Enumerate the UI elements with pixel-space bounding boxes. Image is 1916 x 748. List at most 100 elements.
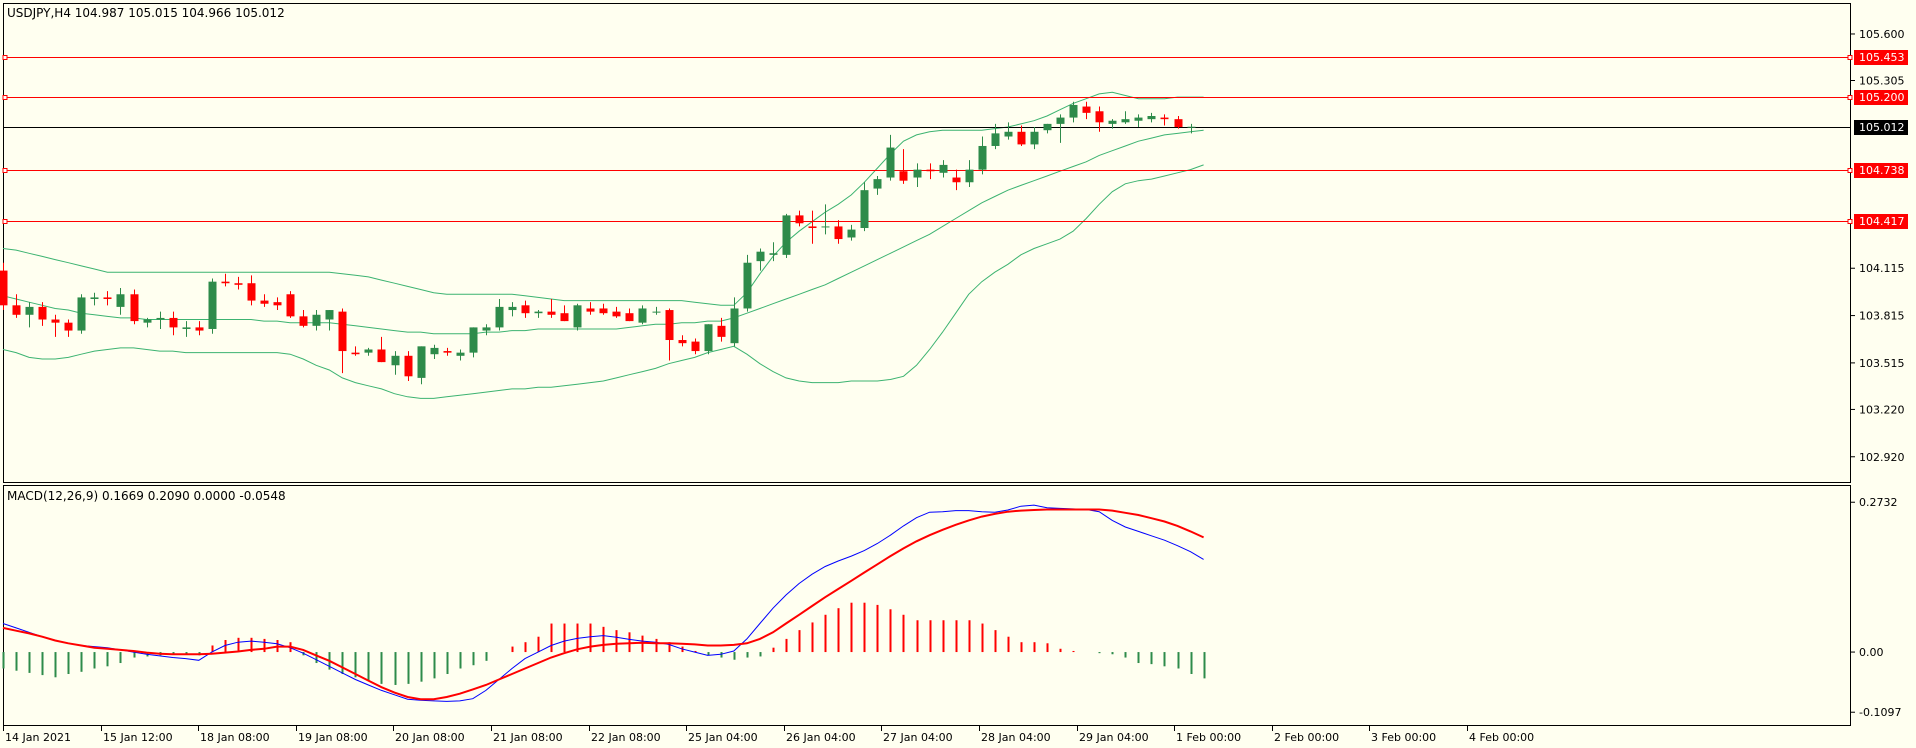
- bollinger-lower-line: [2, 164, 1204, 399]
- candle: [586, 302, 595, 315]
- candle-body: [77, 297, 86, 331]
- candle-body: [886, 147, 895, 178]
- candle-body: [51, 319, 60, 323]
- candle-body: [221, 281, 230, 284]
- candle: [1187, 123, 1196, 134]
- price-tick-label: 105.600: [1859, 28, 1905, 41]
- candle-body: [1187, 126, 1196, 128]
- candle: [221, 273, 230, 287]
- candle: [64, 319, 73, 337]
- candle: [443, 347, 452, 356]
- level-price-label: 104.417: [1859, 215, 1905, 228]
- candle: [156, 311, 165, 329]
- current-price-tag: [1854, 120, 1908, 135]
- macd-panel-frame: [3, 485, 1851, 726]
- candle-body: [860, 190, 869, 229]
- candle-body: [1017, 131, 1026, 145]
- candle: [1004, 122, 1013, 140]
- candle-body: [795, 215, 804, 224]
- candle: [782, 213, 791, 258]
- symbol-info-label: USDJPY,H4 104.987 105.015 104.966 105.01…: [7, 6, 285, 20]
- candle-body: [1069, 104, 1078, 118]
- candle: [730, 297, 739, 347]
- level-price-tag: [1854, 214, 1908, 229]
- candle-body: [1160, 117, 1169, 120]
- candle: [612, 306, 621, 318]
- candle-body: [547, 311, 556, 315]
- candle: [1017, 125, 1026, 146]
- candle: [1082, 101, 1091, 120]
- candle: [90, 292, 99, 306]
- candle-body: [834, 226, 843, 240]
- price-tick-label: 103.515: [1859, 357, 1905, 370]
- macd-axis: 0.2732 0.00 -0.1097: [1850, 496, 1901, 719]
- candle: [1056, 114, 1065, 143]
- time-tick-label: 2 Feb 00:00: [1274, 731, 1339, 744]
- candle: [338, 308, 347, 374]
- candle: [482, 324, 491, 336]
- candle-body: [247, 283, 256, 301]
- candle: [0, 262, 8, 311]
- candle-body: [286, 294, 295, 317]
- candle: [456, 349, 465, 361]
- candle-body: [495, 306, 504, 328]
- candle: [834, 220, 843, 244]
- candle-body: [208, 281, 217, 329]
- candle-body: [156, 317, 165, 320]
- candle: [364, 347, 373, 356]
- time-tick-label: 3 Feb 00:00: [1371, 731, 1436, 744]
- level-handle-left: [2, 55, 8, 60]
- candle: [952, 169, 961, 191]
- candle: [769, 242, 778, 262]
- candle-body: [143, 319, 152, 323]
- candle-body: [456, 352, 465, 356]
- candle-body: [1043, 123, 1052, 131]
- candle: [130, 289, 139, 325]
- candle: [391, 351, 400, 375]
- candle-body: [612, 311, 621, 317]
- price-axis: 105.600 105.305 104.115 103.815 103.515 103.2…: [1850, 28, 1908, 464]
- candle-body: [364, 349, 373, 353]
- candle-body: [873, 179, 882, 189]
- time-tick-label: 21 Jan 08:00: [493, 731, 563, 744]
- candle-body: [1134, 117, 1143, 121]
- candle: [417, 346, 426, 385]
- candle: [143, 317, 152, 328]
- candle-body: [1056, 117, 1065, 124]
- bollinger-middle-line: [2, 129, 1204, 335]
- current-price-label: 105.012: [1859, 121, 1905, 134]
- candle: [534, 310, 543, 318]
- level-price-label: 105.453: [1859, 51, 1905, 64]
- time-tick-label: 19 Jan 08:00: [298, 731, 368, 744]
- candle-body: [926, 169, 935, 172]
- candle: [312, 310, 321, 331]
- time-tick-label: 25 Jan 04:00: [688, 731, 758, 744]
- candle-body: [508, 306, 517, 311]
- price-tick-label: 104.115: [1859, 262, 1905, 275]
- candle-body: [312, 314, 321, 326]
- candle: [508, 302, 517, 317]
- candle-body: [847, 229, 856, 238]
- macd-info-label: MACD(12,26,9) 0.1669 0.2090 0.0000 -0.05…: [7, 489, 286, 503]
- level-handle-right: [1847, 55, 1853, 60]
- candle: [77, 294, 86, 334]
- candle: [704, 324, 713, 355]
- time-tick-label: 28 Jan 04:00: [981, 731, 1051, 744]
- price-tick-label: 105.305: [1859, 75, 1905, 88]
- candle-body: [417, 346, 426, 378]
- candle-body: [90, 297, 99, 300]
- candle-body: [965, 169, 974, 183]
- candle: [665, 308, 674, 361]
- candle-body: [38, 306, 47, 320]
- time-tick-label: 22 Jan 08:00: [591, 731, 661, 744]
- candle: [1095, 106, 1104, 132]
- candle-body: [560, 313, 569, 322]
- candle: [38, 302, 47, 326]
- candle: [169, 311, 178, 336]
- candle-body: [638, 308, 647, 323]
- candle-body: [678, 340, 687, 344]
- candle: [377, 336, 386, 363]
- candle-body: [652, 311, 661, 313]
